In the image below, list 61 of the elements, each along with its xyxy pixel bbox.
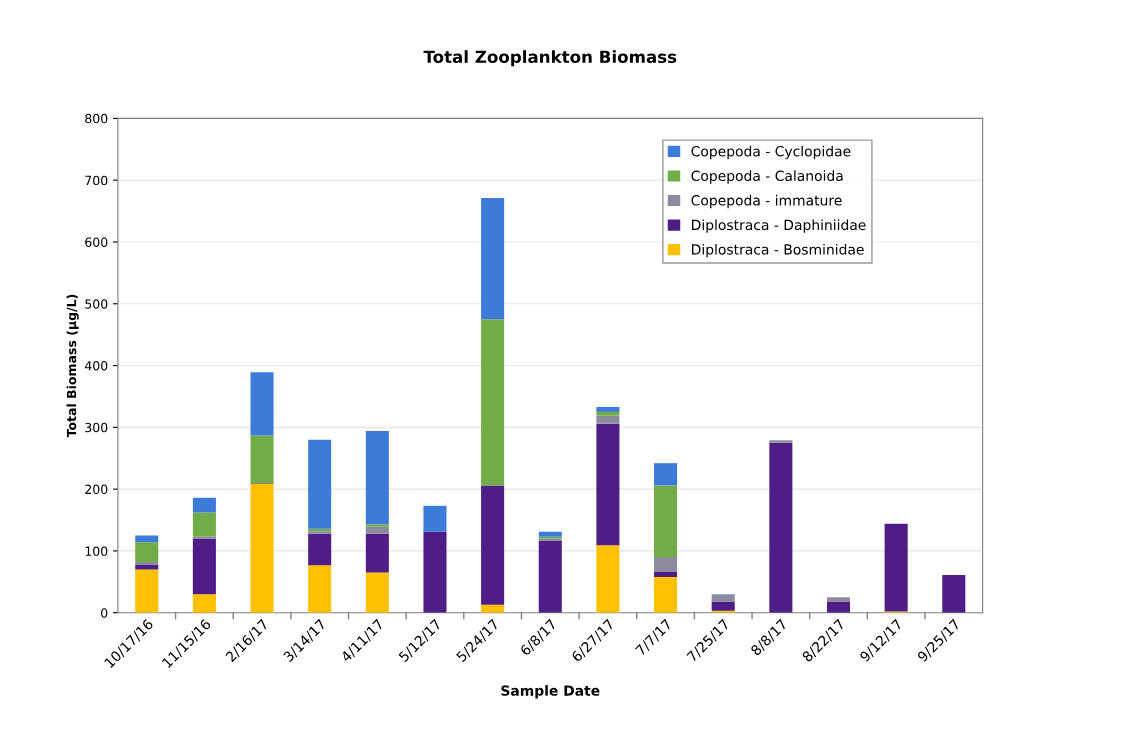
- bar: [596, 545, 620, 613]
- bar: [942, 575, 966, 613]
- legend-label: Copepoda - Calanoida: [691, 170, 843, 184]
- bar: [423, 531, 447, 613]
- bar: [135, 562, 159, 565]
- bar: [365, 524, 389, 527]
- bar: [192, 538, 216, 595]
- bar: [884, 523, 908, 612]
- y-axis-title: Total Biomass (µg/L): [66, 294, 79, 438]
- legend-label: Diplostraca - Daphiniidae: [692, 219, 866, 233]
- bar: [481, 485, 505, 605]
- y-tick-label: 300: [85, 422, 108, 433]
- y-tick-label: 200: [85, 484, 108, 495]
- bar: [365, 431, 389, 525]
- bar: [308, 565, 332, 613]
- bar: [192, 497, 216, 513]
- bar: [769, 442, 793, 613]
- bar: [135, 542, 159, 563]
- bar: [826, 601, 851, 613]
- bar: [654, 571, 678, 577]
- bar: [308, 439, 332, 529]
- bar: [538, 531, 562, 537]
- bar: [192, 512, 216, 537]
- bar: [596, 415, 620, 424]
- y-tick-label: 400: [84, 361, 108, 371]
- bar: [135, 535, 159, 543]
- bar: [654, 485, 678, 558]
- bar: [654, 576, 678, 613]
- y-tick-label: 700: [85, 175, 108, 186]
- bar: [596, 411, 620, 416]
- y-tick-label: 100: [85, 546, 108, 556]
- y-tick-label: 600: [85, 237, 108, 247]
- bar: [654, 463, 678, 486]
- bar: [596, 423, 620, 546]
- legend-label: Diplostraca - Bosminidae: [692, 243, 864, 258]
- bar: [826, 597, 851, 602]
- bar: [711, 601, 735, 611]
- y-tick-label: 0: [101, 608, 108, 618]
- bar: [135, 569, 159, 613]
- bar: [538, 540, 562, 613]
- chart-title: Total Zooplankton Biomass: [423, 50, 677, 67]
- y-tick-label: 500: [85, 299, 108, 309]
- bar: [481, 319, 505, 486]
- y-tick-label: 800: [85, 113, 108, 124]
- bar: [250, 483, 274, 613]
- bar: [769, 440, 793, 443]
- bar: [250, 372, 274, 436]
- bar: [654, 557, 678, 572]
- x-axis-title: Sample Date: [501, 685, 600, 699]
- bar: [596, 406, 620, 412]
- bar: [250, 435, 274, 483]
- bar: [365, 572, 389, 613]
- bar: [365, 526, 389, 534]
- bar: [308, 533, 332, 566]
- legend-label: Copepoda - Cyclopidae: [691, 145, 851, 160]
- bar: [365, 533, 389, 573]
- legend-label: Copepoda - immature: [691, 194, 842, 209]
- bar: [423, 505, 447, 532]
- bar: [711, 594, 735, 602]
- bar: [192, 594, 216, 613]
- bar: [481, 198, 505, 320]
